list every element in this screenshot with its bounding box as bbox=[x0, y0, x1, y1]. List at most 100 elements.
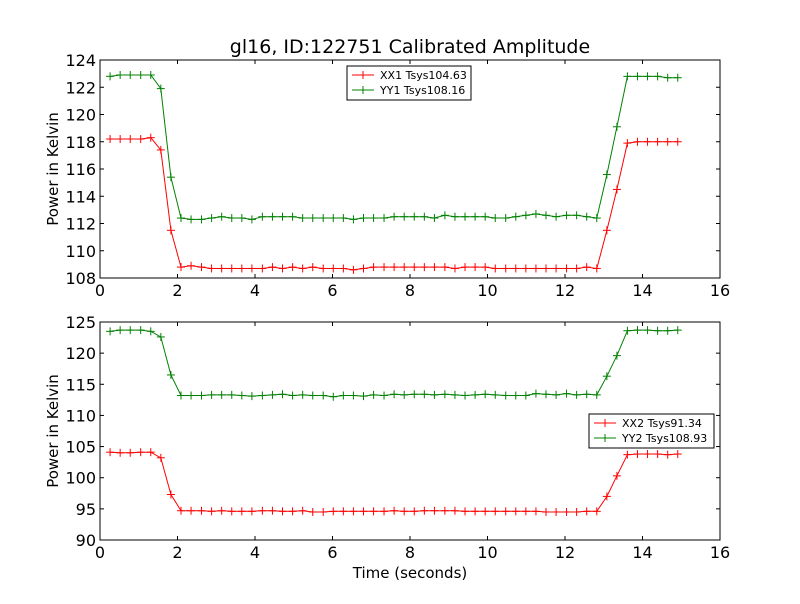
data-point bbox=[298, 390, 307, 399]
data-point bbox=[602, 372, 611, 381]
data-point bbox=[663, 326, 672, 335]
data-point bbox=[542, 507, 551, 516]
data-point bbox=[481, 212, 490, 221]
data-point bbox=[207, 507, 216, 516]
data-point bbox=[217, 264, 226, 273]
data-point bbox=[227, 390, 236, 399]
x-tick-label: 0 bbox=[95, 543, 105, 562]
legend: XX2 Tsys91.34 YY2 Tsys108.93 bbox=[588, 413, 715, 449]
data-point bbox=[531, 209, 540, 218]
data-point bbox=[116, 70, 125, 79]
data-point bbox=[440, 211, 449, 220]
data-point bbox=[602, 170, 611, 179]
data-point bbox=[187, 391, 196, 400]
data-point bbox=[481, 263, 490, 272]
data-point bbox=[471, 212, 480, 221]
data-point bbox=[116, 135, 125, 144]
data-point bbox=[592, 507, 601, 516]
data-point bbox=[166, 173, 175, 182]
data-point bbox=[146, 448, 155, 457]
data-point bbox=[582, 507, 591, 516]
data-point bbox=[369, 507, 378, 516]
data-point bbox=[187, 215, 196, 224]
data-point bbox=[136, 448, 145, 457]
data-point bbox=[217, 390, 226, 399]
x-tick-label: 8 bbox=[405, 543, 415, 562]
data-point bbox=[227, 264, 236, 273]
data-point bbox=[471, 507, 480, 516]
panel-2: 0 2 4 6 8 10 12 14 16 90 95 100 105 110 115 120 125 Power… bbox=[44, 313, 730, 562]
data-point bbox=[542, 264, 551, 273]
data-point bbox=[359, 214, 368, 223]
y-tick-label: 125 bbox=[65, 313, 96, 332]
data-point bbox=[136, 326, 145, 335]
data-point bbox=[440, 506, 449, 515]
x-tick-label: 6 bbox=[327, 543, 337, 562]
data-point bbox=[187, 506, 196, 515]
data-point bbox=[400, 507, 409, 516]
x-tick-label: 12 bbox=[555, 281, 575, 300]
data-point bbox=[349, 265, 358, 274]
data-point bbox=[359, 264, 368, 273]
data-point bbox=[156, 145, 165, 154]
data-point bbox=[552, 507, 561, 516]
data-point bbox=[359, 507, 368, 516]
data-point bbox=[501, 507, 510, 516]
x-tick-label: 8 bbox=[405, 281, 415, 300]
data-point bbox=[521, 264, 530, 273]
data-point bbox=[612, 471, 621, 480]
data-point bbox=[471, 390, 480, 399]
data-point bbox=[288, 263, 297, 272]
y-tick-label: 124 bbox=[65, 51, 96, 70]
data-point bbox=[653, 137, 662, 146]
data-point bbox=[176, 506, 185, 515]
data-point bbox=[643, 137, 652, 146]
data-point bbox=[126, 326, 135, 335]
data-point bbox=[156, 453, 165, 462]
data-point bbox=[197, 506, 206, 515]
data-point bbox=[663, 73, 672, 82]
data-point bbox=[653, 326, 662, 335]
data-point bbox=[329, 507, 338, 516]
data-point bbox=[673, 137, 682, 146]
data-point bbox=[390, 506, 399, 515]
data-point bbox=[156, 84, 165, 93]
legend-box bbox=[588, 413, 715, 449]
data-point bbox=[339, 507, 348, 516]
y-tick-label: 118 bbox=[65, 133, 96, 152]
data-point bbox=[420, 506, 429, 515]
data-point bbox=[268, 212, 277, 221]
data-point bbox=[258, 506, 267, 515]
x-axis-label: Time (seconds) bbox=[352, 564, 468, 582]
data-point bbox=[491, 264, 500, 273]
data-point bbox=[237, 264, 246, 273]
data-point bbox=[156, 332, 165, 341]
data-point bbox=[176, 214, 185, 223]
data-point bbox=[572, 264, 581, 273]
data-point bbox=[572, 211, 581, 220]
data-point bbox=[562, 211, 571, 220]
data-point bbox=[471, 263, 480, 272]
data-point bbox=[380, 214, 389, 223]
data-point bbox=[319, 391, 328, 400]
data-point bbox=[663, 137, 672, 146]
data-point bbox=[207, 264, 216, 273]
data-point bbox=[298, 506, 307, 515]
data-point bbox=[481, 507, 490, 516]
data-point bbox=[501, 214, 510, 223]
data-point bbox=[461, 212, 470, 221]
data-point bbox=[562, 507, 571, 516]
data-point bbox=[380, 263, 389, 272]
data-point bbox=[430, 263, 439, 272]
y-tick-label: 95 bbox=[76, 500, 96, 519]
data-point bbox=[491, 390, 500, 399]
data-point bbox=[420, 212, 429, 221]
data-point bbox=[643, 326, 652, 335]
data-point bbox=[106, 135, 115, 144]
x-tick-label: 4 bbox=[250, 281, 260, 300]
data-point bbox=[349, 507, 358, 516]
data-point bbox=[278, 264, 287, 273]
data-point bbox=[542, 390, 551, 399]
x-tick-label: 10 bbox=[477, 543, 497, 562]
